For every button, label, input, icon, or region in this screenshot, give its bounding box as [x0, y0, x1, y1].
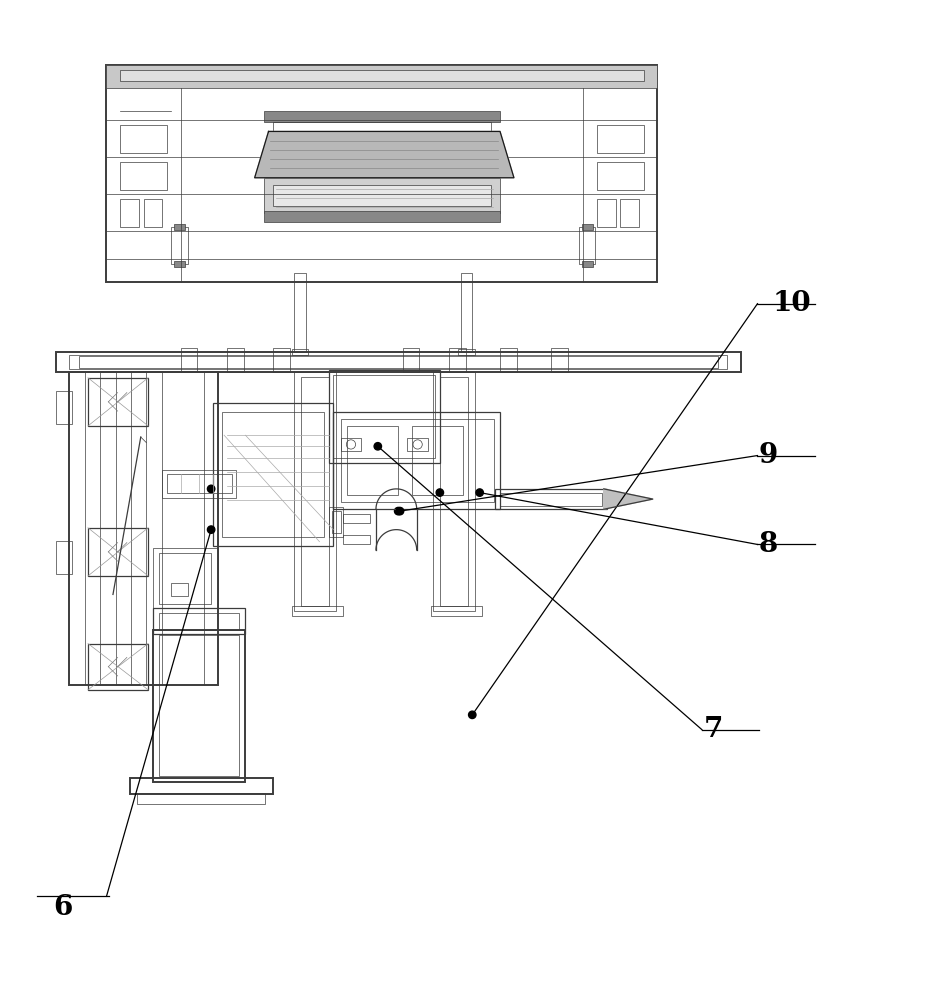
Polygon shape [604, 489, 653, 509]
Circle shape [207, 526, 215, 533]
Bar [264, 178, 500, 213]
Bar [264, 211, 500, 222]
Bar [137, 793, 265, 804]
Bar [582, 261, 593, 267]
Bar [433, 372, 475, 611]
Circle shape [436, 489, 444, 496]
Bar [56, 391, 72, 424]
Bar [292, 606, 343, 616]
Bar [495, 489, 607, 509]
Bar [343, 514, 370, 523]
Bar [597, 199, 616, 227]
Bar [162, 470, 236, 498]
Bar [120, 70, 644, 81]
Bar [333, 375, 435, 458]
Bar [88, 644, 148, 690]
Circle shape [207, 485, 215, 493]
Text: 9: 9 [759, 442, 778, 469]
Bar [620, 199, 639, 227]
Bar [130, 778, 273, 794]
Bar [213, 403, 333, 546]
Bar [343, 535, 370, 544]
Bar [174, 224, 185, 230]
Text: 6: 6 [54, 894, 72, 921]
Bar [153, 630, 245, 782]
Bar [159, 635, 239, 776]
Circle shape [394, 507, 402, 515]
Bar [329, 507, 343, 537]
Bar [500, 348, 517, 372]
Bar [582, 224, 593, 230]
Bar [159, 553, 211, 604]
Bar [153, 548, 218, 608]
Bar [273, 122, 491, 131]
Bar [106, 65, 657, 282]
Text: 8: 8 [759, 531, 778, 558]
Bar [120, 162, 167, 190]
Bar [264, 111, 500, 122]
Bar [597, 125, 644, 153]
Bar [56, 541, 72, 574]
Bar [69, 355, 727, 369]
Bar [461, 273, 472, 352]
Bar [159, 613, 239, 630]
Bar [144, 199, 162, 227]
Bar [273, 348, 290, 372]
Bar [458, 349, 475, 355]
Bar [167, 474, 232, 493]
Bar [341, 438, 361, 451]
Bar [181, 348, 197, 372]
Bar [431, 606, 482, 616]
Bar [120, 199, 139, 227]
Bar [329, 370, 440, 463]
Bar [412, 426, 463, 495]
Polygon shape [255, 131, 514, 178]
Bar [332, 511, 341, 533]
Bar [292, 349, 308, 355]
Bar [120, 125, 167, 153]
Bar [403, 348, 419, 372]
Bar [407, 438, 428, 451]
Bar [347, 426, 398, 495]
Circle shape [469, 711, 476, 719]
Bar [174, 261, 185, 267]
Bar [301, 377, 329, 606]
Circle shape [476, 489, 483, 496]
Text: 10: 10 [772, 290, 811, 317]
Bar [88, 528, 148, 576]
Bar [153, 608, 245, 634]
Bar [171, 227, 188, 264]
Bar [597, 162, 644, 190]
Bar [294, 273, 306, 352]
Bar [56, 352, 741, 372]
Bar [449, 348, 466, 372]
Bar [273, 185, 491, 206]
Bar [79, 356, 718, 368]
Bar [579, 227, 595, 264]
Bar [551, 348, 568, 372]
Bar [69, 372, 218, 685]
Circle shape [396, 507, 404, 515]
Bar [227, 348, 244, 372]
Bar [333, 412, 500, 509]
Bar [294, 372, 336, 611]
Bar [88, 378, 148, 426]
Circle shape [374, 443, 382, 450]
Bar [500, 493, 602, 506]
Bar [106, 65, 657, 88]
Bar [171, 583, 188, 596]
Text: 7: 7 [704, 716, 722, 743]
Bar [222, 412, 324, 537]
Bar [440, 377, 468, 606]
Bar [341, 419, 494, 502]
